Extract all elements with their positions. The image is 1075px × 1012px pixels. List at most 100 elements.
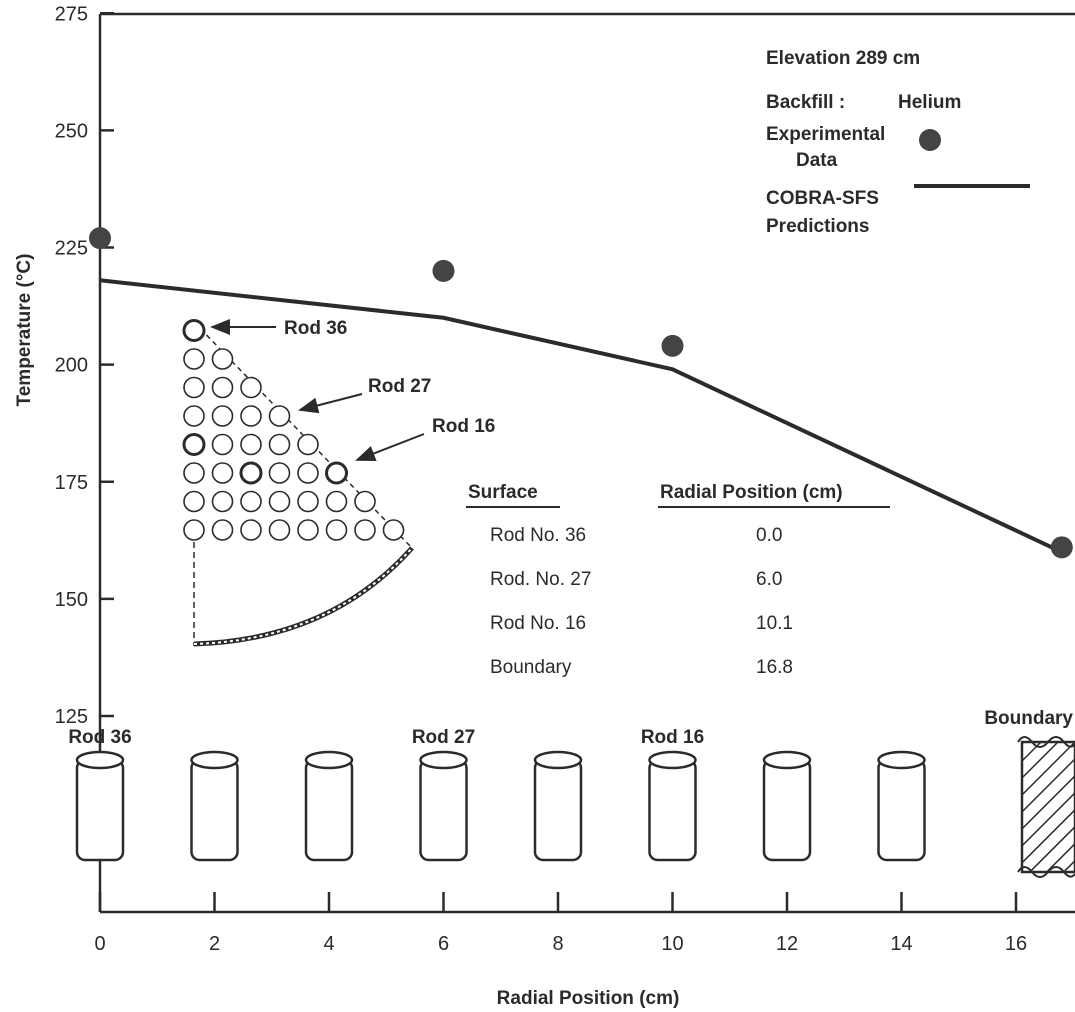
callout-rod-16: Rod 16: [432, 416, 495, 437]
bundle-rod: [297, 433, 319, 456]
bundle-rod: [239, 461, 263, 485]
rod-cylinder-top: [190, 750, 239, 770]
legend-experimental-label: Experimental: [766, 124, 885, 145]
y-tick-label: 175: [55, 472, 88, 494]
cobra-prediction-series: [99, 278, 1063, 554]
bundle-rod: [297, 519, 319, 541]
table-row-2-radial: 6.0: [756, 569, 782, 590]
legend-cobra-label-2: Predictions: [766, 216, 869, 237]
bundle-rod: [182, 319, 206, 342]
bundle-rod: [211, 490, 234, 513]
rod-cylinder-top: [762, 750, 812, 770]
bundle-rod: [183, 405, 205, 427]
table-row-4-surface: Boundary: [490, 657, 572, 678]
table-row-2-surface: Rod. No. 27: [490, 569, 591, 590]
rod-bundle-diagram: [182, 319, 414, 647]
rod-cylinder-top: [75, 750, 125, 770]
table-row-1-radial: 0.0: [756, 525, 782, 546]
y-tick-label: 275: [55, 3, 88, 25]
y-axis: 125 150 175 200 225 250 275: [55, 3, 114, 728]
legend-experimental-label-2: Data: [796, 150, 838, 171]
rod-cylinder: [533, 758, 583, 862]
bundle-rod: [268, 433, 291, 456]
bundle-rod: [382, 519, 405, 541]
x-tick-label: 6: [438, 933, 449, 955]
rod-cylinder-top: [877, 750, 926, 770]
bundle-rod: [240, 433, 262, 456]
y-axis-title: Temperature (°C): [14, 254, 35, 407]
x-tick-label: 8: [552, 933, 563, 955]
table-row-3-radial: 10.1: [756, 613, 793, 634]
y-tick-label: 250: [55, 120, 88, 142]
cobra-prediction-line: [99, 278, 1063, 554]
rod-cylinder: [877, 758, 926, 862]
rod-cylinder-top: [304, 750, 354, 770]
bundle-rod: [183, 376, 205, 399]
rod-cylinder-top: [533, 750, 583, 770]
bundle-rod: [183, 519, 205, 541]
bundle-rod: [183, 348, 205, 370]
rod-cylinder: [190, 758, 239, 862]
x-tick-label: 0: [94, 933, 105, 955]
legend: Elevation 289 cm Backfill : Helium Exper…: [766, 48, 1030, 237]
legend-backfill-label: Backfill :: [766, 92, 845, 113]
bundle-rod: [240, 405, 262, 427]
y-tick-label: 150: [55, 589, 88, 611]
bundle-rod: [240, 376, 262, 399]
bundle-rod: [211, 405, 234, 427]
callout-rod-27: Rod 27: [368, 376, 431, 397]
x-tick-label: 4: [323, 933, 334, 955]
table-header-radial: Radial Position (cm): [660, 482, 843, 503]
rod-cylinder: [75, 758, 125, 862]
bundle-rod: [182, 433, 206, 456]
bundle-rod: [240, 490, 262, 513]
experimental-data-point: [1050, 536, 1073, 559]
legend-experimental-marker: [919, 129, 941, 151]
x-tick-label: 16: [1005, 933, 1027, 955]
callout-rod-36: Rod 36: [284, 318, 347, 339]
bundle-rod: [325, 490, 348, 513]
rod-labels: Rod 36 Rod 27 Rod 16 Boundary: [68, 708, 1073, 748]
boundary-wall: [1017, 736, 1075, 878]
table-row-4-radial: 16.8: [756, 657, 793, 678]
table-row-3-surface: Rod No. 16: [490, 613, 586, 634]
bundle-rod: [240, 519, 262, 541]
y-tick-label: 225: [55, 238, 88, 260]
rod-cylinder-top: [419, 750, 468, 770]
y-tick-label: 200: [55, 355, 88, 377]
bundle-rod: [354, 519, 376, 541]
x-axis-title: Radial Position (cm): [497, 988, 680, 1009]
experimental-data-point: [661, 334, 684, 357]
surface-table: Surface Radial Position (cm) Rod No. 36 …: [466, 482, 890, 678]
x-tick-label: 2: [209, 933, 220, 955]
bundle-rod: [183, 462, 205, 484]
x-tick-label: 10: [661, 933, 683, 955]
bundle-rod: [354, 490, 376, 513]
boundary-arc: [193, 546, 414, 647]
experimental-data-series: [89, 227, 1073, 559]
legend-backfill-value: Helium: [898, 92, 961, 113]
bundle-rod: [211, 376, 234, 399]
y-tick-label: 125: [55, 706, 88, 728]
table-row-1-surface: Rod No. 36: [490, 525, 586, 546]
x-tick-label: 14: [890, 933, 912, 955]
bundle-rod: [268, 490, 291, 513]
legend-cobra-label: COBRA-SFS: [766, 188, 879, 209]
rod-label: Rod 16: [641, 727, 704, 748]
bundle-rod: [211, 348, 234, 370]
rod-label: Rod 27: [412, 727, 475, 748]
rod-label: Boundary: [984, 708, 1073, 729]
bundle-rod: [211, 462, 234, 484]
bundle-rod: [268, 462, 291, 484]
rod-cylinders: [75, 750, 926, 862]
rod-cylinder: [762, 758, 812, 862]
bundle-rod: [183, 490, 205, 513]
x-axis: 0 2 4 6 8 10 12 14 16: [94, 892, 1027, 955]
bundle-rod: [297, 490, 319, 513]
rod-cylinder: [419, 758, 468, 862]
table-header-surface: Surface: [468, 482, 538, 503]
experimental-data-point: [89, 227, 111, 250]
bundle-rod: [268, 405, 291, 427]
legend-elevation: Elevation 289 cm: [766, 48, 920, 69]
